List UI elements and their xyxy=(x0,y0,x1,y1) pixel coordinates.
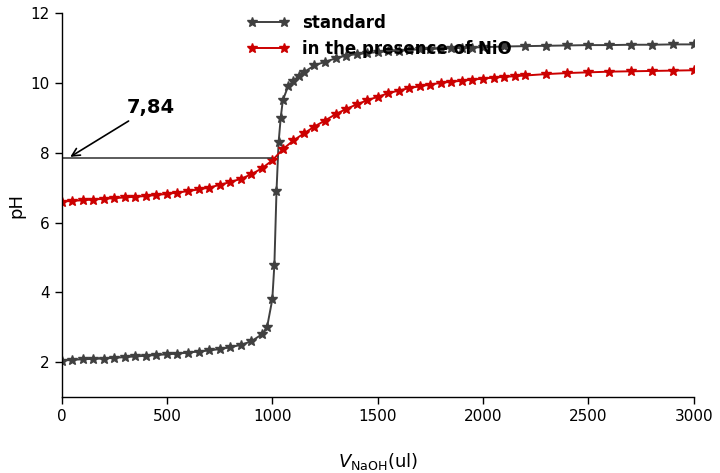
standard xyxy=(626,42,635,48)
standard xyxy=(668,42,677,47)
in the presence of NiO xyxy=(204,185,213,191)
in the presence of NiO xyxy=(57,199,66,204)
standard xyxy=(426,46,435,52)
Text: $V_{\mathrm{NaOH}}\mathrm{(ul)}$: $V_{\mathrm{NaOH}}\mathrm{(ul)}$ xyxy=(338,451,418,472)
Text: 7,84: 7,84 xyxy=(72,98,175,156)
in the presence of NiO xyxy=(374,94,382,100)
standard xyxy=(57,358,66,363)
in the presence of NiO xyxy=(690,68,698,73)
standard xyxy=(204,348,213,353)
in the presence of NiO xyxy=(405,85,413,91)
in the presence of NiO xyxy=(479,76,487,81)
in the presence of NiO xyxy=(563,70,572,76)
standard xyxy=(500,44,508,49)
standard xyxy=(194,349,203,354)
Line: in the presence of NiO: in the presence of NiO xyxy=(57,65,698,207)
Line: standard: standard xyxy=(57,40,698,366)
in the presence of NiO xyxy=(384,90,392,96)
standard xyxy=(690,42,698,47)
Legend: standard, in the presence of NiO: standard, in the presence of NiO xyxy=(247,14,512,58)
Y-axis label: pH: pH xyxy=(7,193,25,218)
standard xyxy=(384,49,392,54)
